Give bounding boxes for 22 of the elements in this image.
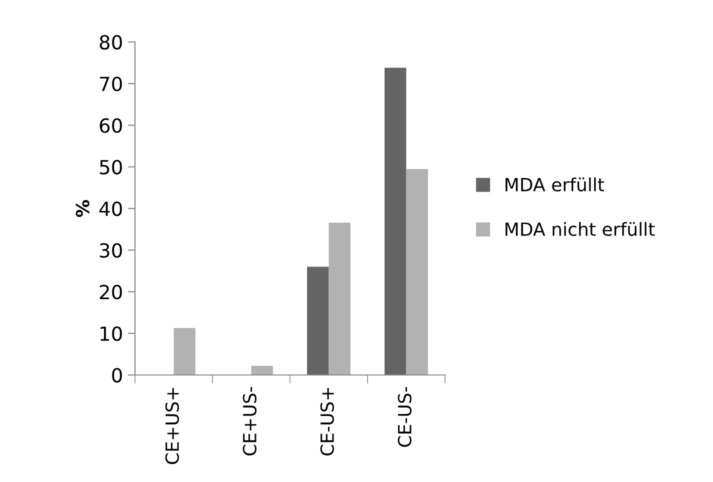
- bar: [328, 222, 350, 375]
- y-tick-label: 0: [112, 368, 122, 383]
- y-tick-label: 60: [100, 118, 122, 133]
- legend-label: MDA erfüllt: [506, 177, 604, 192]
- x-tick-label: CE+US+: [165, 388, 179, 464]
- y-tick-label: 30: [100, 243, 122, 258]
- bar: [174, 328, 196, 375]
- y-tick-label: 80: [100, 34, 122, 50]
- bar: [251, 366, 273, 375]
- x-tick-label: CE+US-: [242, 386, 256, 456]
- y-tick-label: 50: [100, 160, 122, 175]
- bar: [384, 68, 406, 375]
- bar: [307, 266, 329, 375]
- x-tick-label: CE-US+: [320, 388, 334, 456]
- y-tick-label: 70: [100, 76, 122, 92]
- y-axis-title: %: [76, 200, 90, 217]
- y-tick-label: 40: [99, 201, 122, 216]
- bar: [406, 168, 428, 375]
- x-tick-label: CE-US-: [398, 386, 412, 447]
- y-tick-label: 10: [100, 326, 122, 342]
- y-tick-label: 20: [100, 284, 122, 300]
- legend-label: MDA nicht erfüllt: [506, 222, 655, 236]
